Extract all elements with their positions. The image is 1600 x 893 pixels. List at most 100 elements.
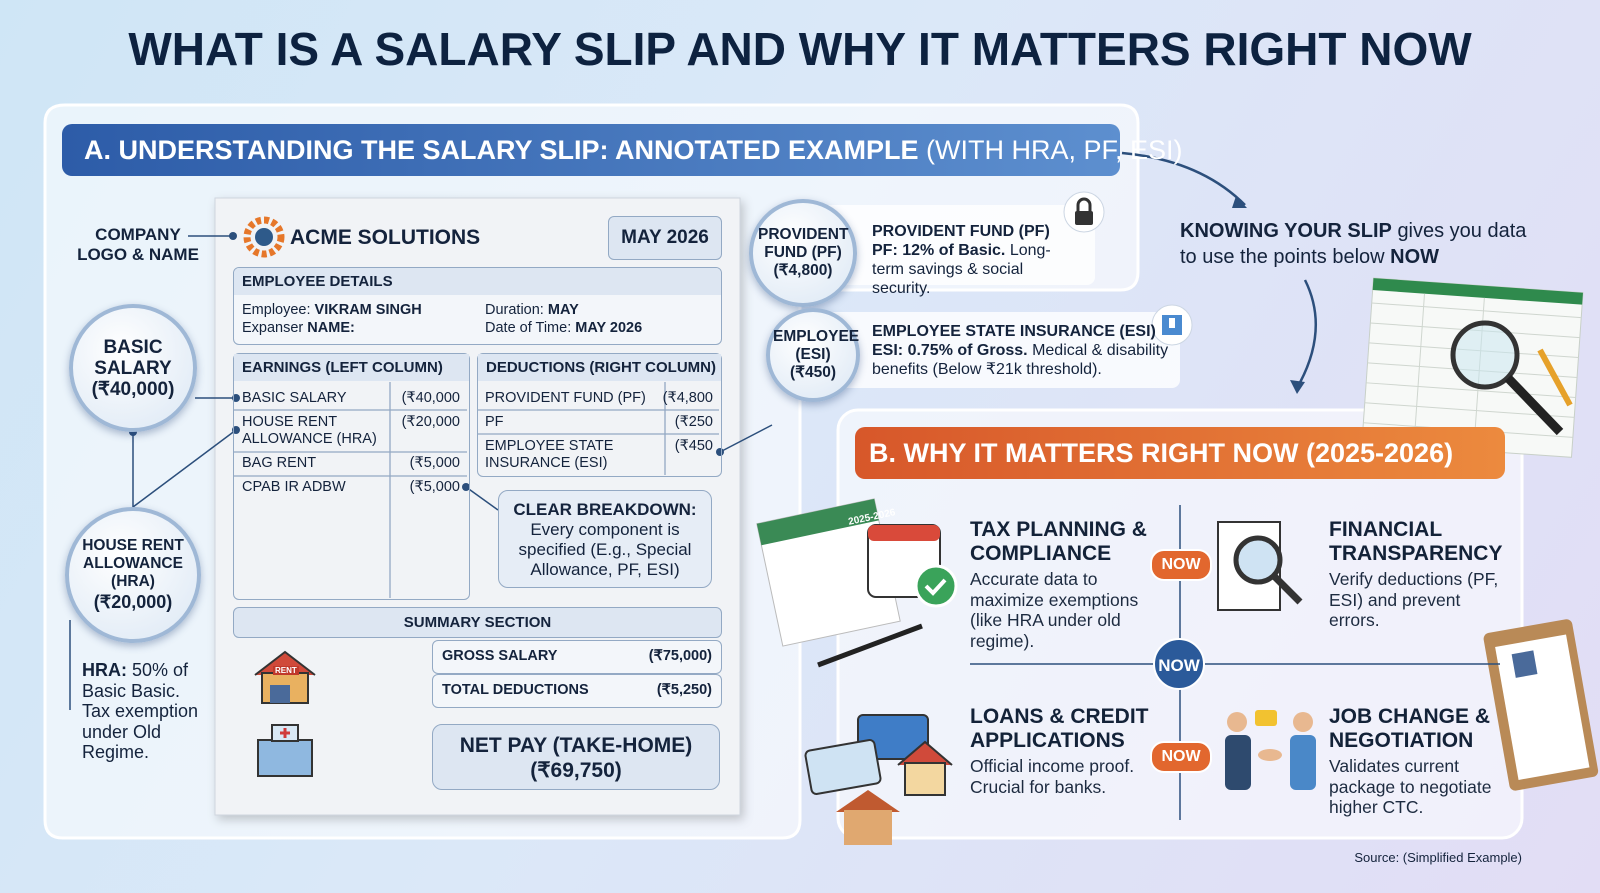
reason-title: TAX PLANNING & COMPLIANCE (970, 518, 1147, 565)
field-value: NAME: (307, 320, 355, 336)
field-value: VIKRAM SINGH (314, 302, 422, 318)
house-icon (254, 650, 316, 704)
magnifier-doc-icon (1217, 521, 1303, 611)
arrow-head (1232, 196, 1247, 208)
company-logo (243, 216, 285, 258)
summary-label: GROSS SALARY (442, 648, 558, 664)
reason-item: LOANS & CREDIT APPLICATIONS Official inco… (970, 705, 1155, 797)
reason-title: JOB CHANGE & NEGOTIATION (1329, 705, 1491, 752)
circle-label: EMPLOYEE (ESI) (773, 328, 860, 363)
employee-details-heading: EMPLOYEE DETAILS (234, 268, 721, 295)
esi-note-box (800, 312, 1180, 388)
deduction-amount: (₹450 (674, 438, 713, 454)
arrow-head (1290, 380, 1305, 394)
hospital-icon (1151, 304, 1193, 346)
slip-period: MAY 2026 (608, 216, 722, 260)
spreadsheet-image (1361, 277, 1584, 458)
deductions-box: DEDUCTIONS (RIGHT COLUMN) (477, 353, 722, 477)
earning-label: BAG RENT (242, 455, 317, 471)
earning-amount: (₹20,000 (401, 414, 460, 430)
reason-item: FINANCIAL TRANSPARENCY Verify deductions … (1329, 518, 1509, 631)
deduction-label: PF (485, 414, 504, 430)
connector-dots (129, 232, 724, 491)
deduction-amount: (₹250 (674, 414, 713, 430)
field-label: Expanser (242, 320, 304, 336)
reason-text: Accurate data to maximize exemptions (li… (970, 569, 1139, 651)
circle-value: (₹4,800) (773, 262, 833, 279)
card-house-icon (804, 714, 953, 845)
esi-note: EMPLOYEE STATE INSURANCE (ESI) ESI: 0.75%… (872, 322, 1172, 379)
reason-text: Official income proof. Crucial for banks… (970, 756, 1135, 797)
earning-amount: (₹40,000 (401, 390, 460, 406)
section-b-heading: B. WHY IT MATTERS RIGHT NOW (2025-2026) (855, 427, 1505, 479)
circle-label: BASIC SALARY (94, 336, 172, 379)
reason-item: TAX PLANNING & COMPLIANCE Accurate data t… (970, 518, 1155, 651)
esi-text: Medical & disability benefits (Below ₹21… (872, 342, 1169, 378)
hra-note-label: HRA: (82, 660, 127, 680)
esi-title: EMPLOYEE STATE INSURANCE (ESI) (872, 323, 1156, 340)
house-sign: RENT (273, 666, 299, 675)
hra-note-text: 50% of Basic Basic. Tax exemption under … (82, 660, 199, 762)
company-name: ACME SOLUTIONS (290, 226, 481, 249)
pf-note-box (790, 205, 1095, 285)
esi-circle: EMPLOYEE (ESI) (₹450) (766, 308, 860, 402)
pf-note: PROVIDENT FUND (PF) PF: 12% of Basic. Lon… (872, 222, 1082, 298)
reason-title: LOANS & CREDIT APPLICATIONS (970, 705, 1149, 752)
earning-label: BASIC SALARY (242, 390, 347, 406)
pf-circle: PROVIDENT FUND (PF) (₹4,800) (749, 199, 857, 307)
circle-value: (₹450) (789, 364, 837, 381)
now-badge-center: NOW (1153, 638, 1205, 690)
source-note: Source: (Simplified Example) (1354, 850, 1522, 865)
reason-text: Validates current package to negotiate h… (1329, 756, 1492, 817)
section-a-heading: A. UNDERSTANDING THE SALARY SLIP: ANNOTA… (84, 135, 919, 165)
callout-text: gives you data to use the points below (1180, 220, 1527, 268)
reason-title: FINANCIAL TRANSPARENCY (1329, 518, 1503, 565)
deductions-heading: DEDUCTIONS (RIGHT COLUMN) (478, 354, 721, 381)
field-value: MAY (547, 302, 579, 318)
callout-emphasis: NOW (1390, 246, 1440, 268)
section-a-header: A. UNDERSTANDING THE SALARY SLIP: ANNOTA… (62, 124, 1183, 176)
arrow (1295, 279, 1317, 389)
reason-item: JOB CHANGE & NEGOTIATION Validates curren… (1329, 705, 1509, 818)
calendar-image (756, 498, 958, 668)
breakdown-box: CLEAR BREAKDOWN: Every component is spec… (498, 490, 712, 588)
pf-title: PROVIDENT FUND (PF) (872, 223, 1050, 240)
net-pay-label: NET PAY (TAKE-HOME) (459, 734, 693, 757)
pf-text: Long-term savings & social security. (872, 242, 1051, 297)
earning-label: HOUSE RENT ALLOWANCE (HRA) (242, 414, 377, 447)
circle-label: HOUSE RENT ALLOWANCE (HRA) (82, 537, 184, 590)
deduction-amount: (₹4,800 (662, 390, 713, 406)
clipboard-image (1483, 619, 1599, 791)
arrow (1121, 151, 1246, 206)
earning-amount: (₹5,000 (409, 455, 460, 471)
field-label: Employee: (242, 302, 311, 318)
pf-rate: PF: 12% of Basic. (872, 242, 1006, 259)
now-badge: NOW (1150, 549, 1212, 581)
company-annotation: COMPANY LOGO & NAME (77, 225, 199, 264)
hospital-building-icon (257, 724, 313, 777)
deduction-label: PROVIDENT FUND (PF) (485, 390, 646, 406)
page-title: WHAT IS A SALARY SLIP AND WHY IT MATTERS… (128, 23, 1472, 75)
net-pay-value: (₹69,750) (530, 759, 622, 782)
hra-note: HRA: 50% of Basic Basic. Tax exemption u… (82, 660, 212, 763)
summary-amount: (₹75,000) (648, 648, 712, 664)
breakdown-title: CLEAR BREAKDOWN: (513, 500, 697, 519)
net-pay-box: NET PAY (TAKE-HOME) (₹69,750) (432, 724, 720, 790)
now-badge: NOW (1150, 741, 1212, 773)
earning-amount: (₹5,000 (409, 479, 460, 495)
circle-value: (₹40,000) (91, 378, 175, 400)
employee-details-box: EMPLOYEE DETAILS (233, 267, 722, 345)
breakdown-text: Every component is specified (E.g., Spec… (518, 520, 692, 579)
summary-heading: SUMMARY SECTION (233, 607, 722, 638)
callout: KNOWING YOUR SLIP gives you data to use … (1180, 218, 1530, 270)
summary-amount: (₹5,250) (656, 682, 712, 698)
callout-lead: KNOWING YOUR SLIP (1180, 220, 1392, 242)
earning-label: CPAB IR ADBW (242, 479, 346, 495)
reason-text: Verify deductions (PF, ESI) and prevent … (1329, 569, 1499, 630)
section-a-heading-note: (WITH HRA, PF, ESI) (926, 135, 1183, 165)
employee-field: Duration: MAY (485, 302, 579, 319)
esi-rate: ESI: 0.75% of Gross. (872, 342, 1028, 359)
summary-label: TOTAL DEDUCTIONS (442, 682, 589, 698)
field-label: Date of Time: (485, 320, 572, 336)
